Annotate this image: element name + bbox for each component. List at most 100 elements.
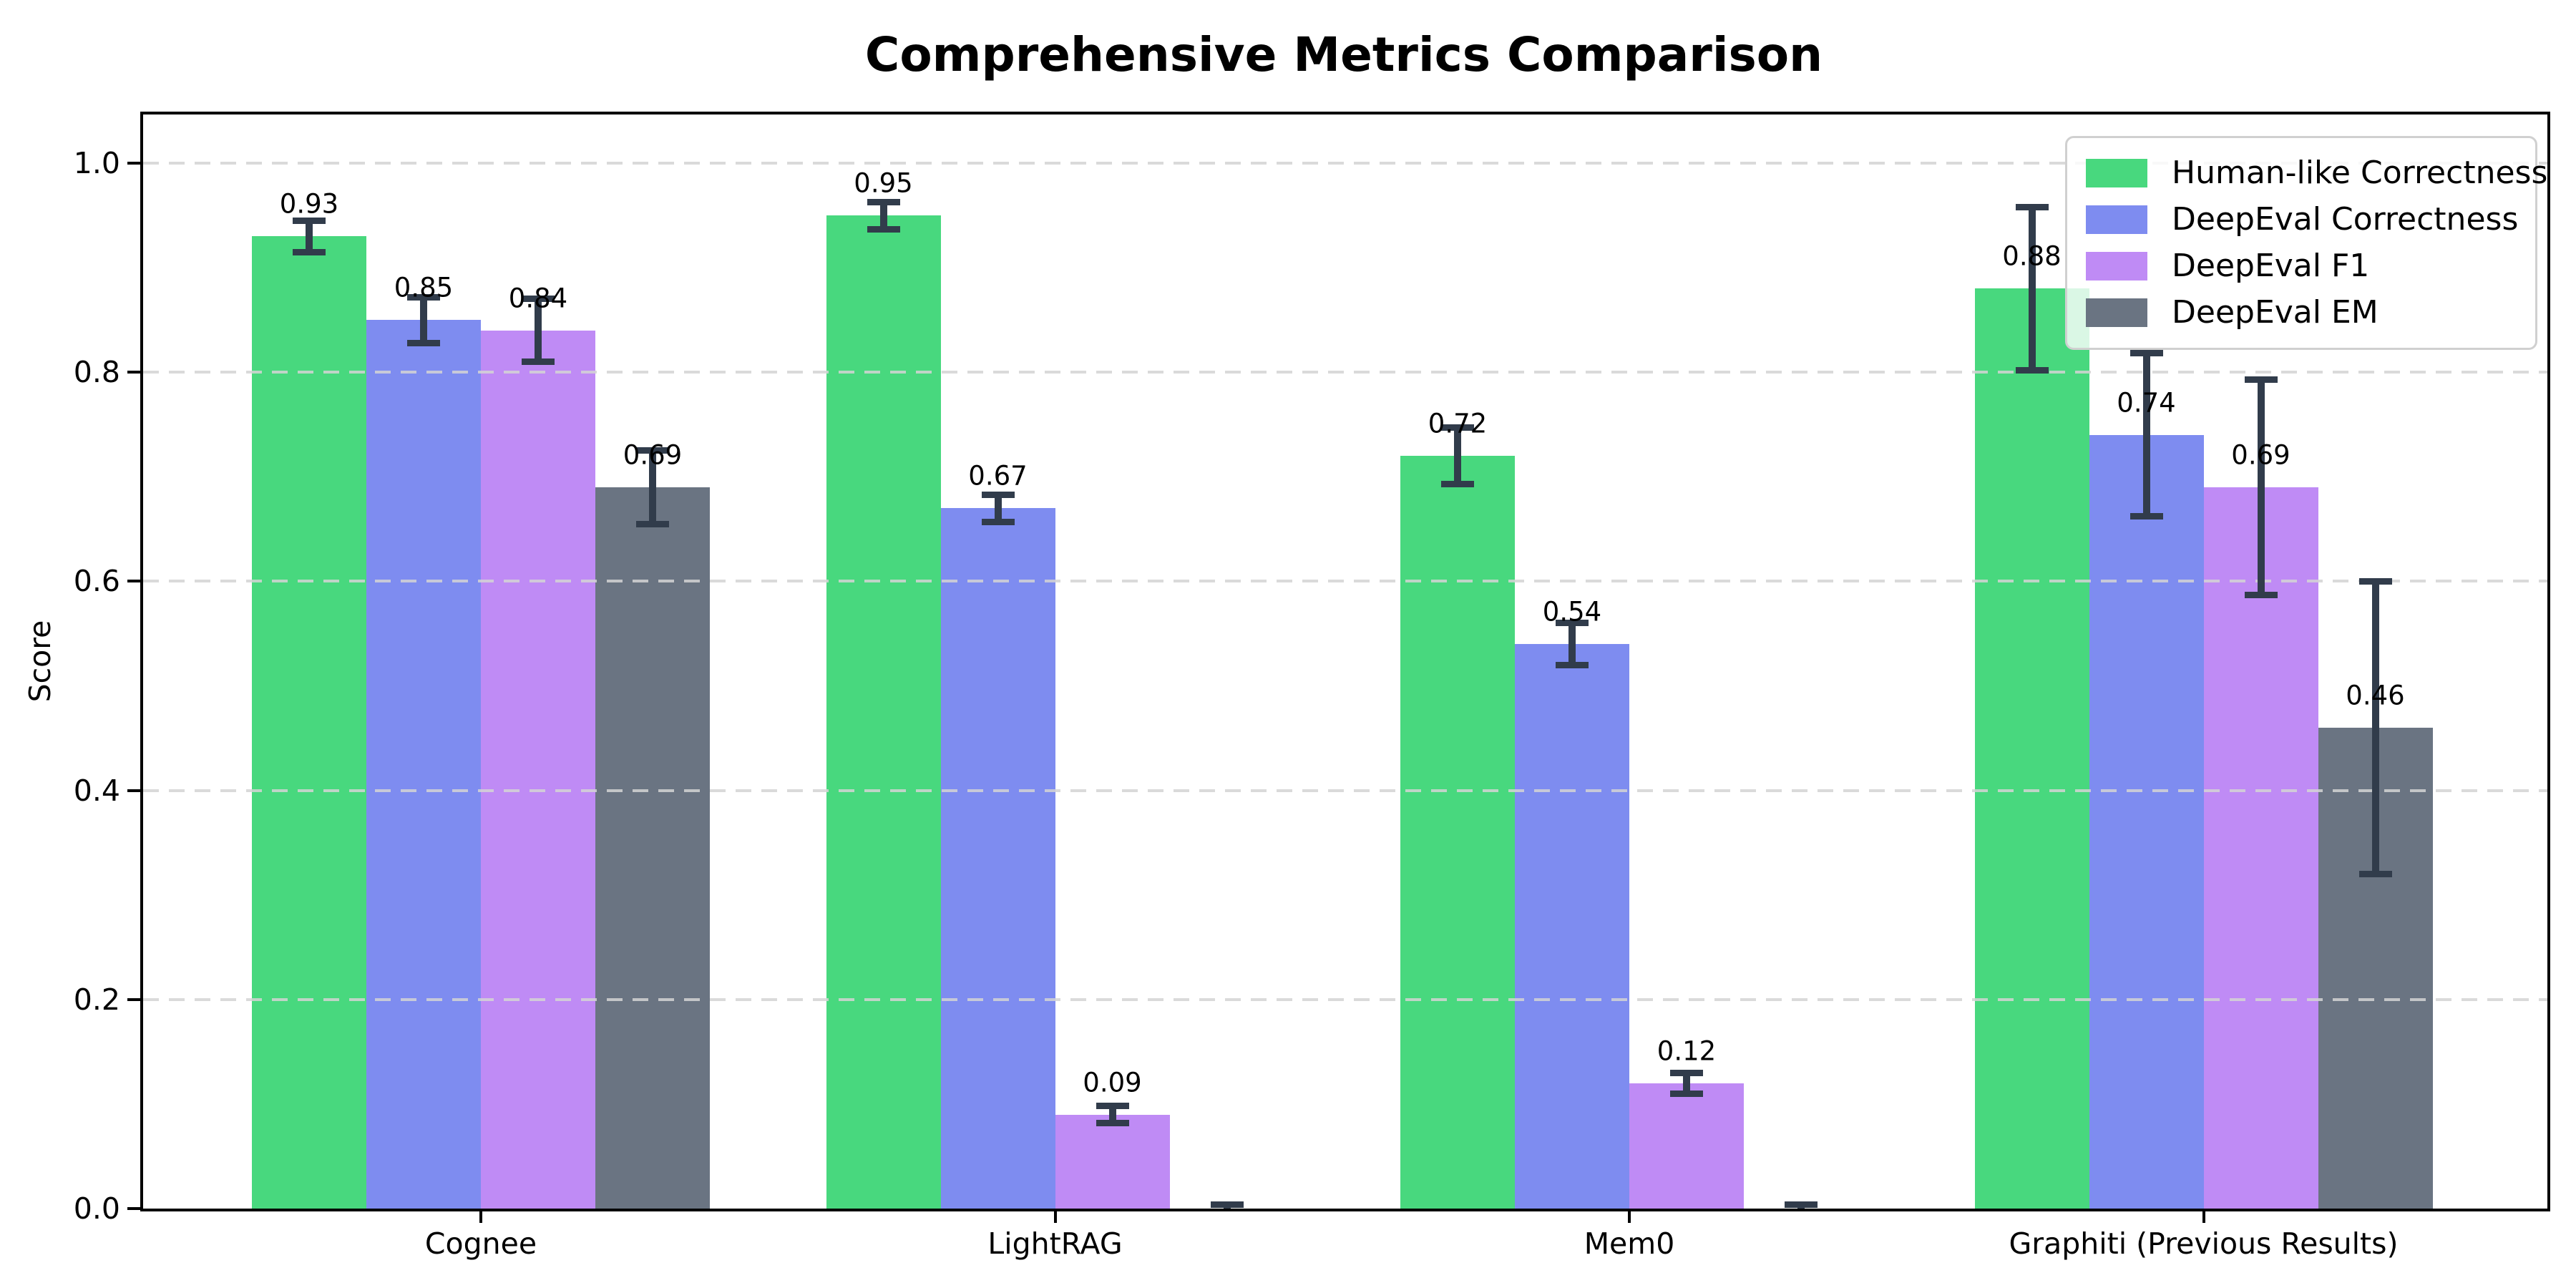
error-cap-bottom: [293, 248, 326, 255]
x-tick-label-0: Cognee: [424, 1226, 537, 1261]
error-cap-top: [1096, 1103, 1129, 1110]
legend-row: Human-like Correctness: [2086, 157, 2547, 189]
legend-swatch-icon: [2086, 298, 2147, 328]
bar-value-label: 0.54: [1542, 596, 1602, 628]
legend-label: DeepEval EM: [2172, 294, 2379, 331]
y-tick: [127, 371, 142, 374]
error-cap-top: [981, 491, 1015, 498]
error-cap-top: [2015, 203, 2049, 210]
error-cap-bottom: [2129, 513, 2163, 520]
y-tick: [127, 580, 142, 583]
y-tick-label: 1.0: [73, 146, 120, 180]
bar-deepeval-em-0: [595, 487, 710, 1209]
error-bar: [1683, 1073, 1690, 1094]
error-cap-top: [2129, 350, 2163, 357]
x-tick: [2202, 1210, 2205, 1223]
error-bar: [2028, 207, 2036, 371]
legend-swatch-icon: [2086, 158, 2147, 187]
error-bar: [994, 494, 1002, 522]
y-tick: [127, 1207, 142, 1210]
error-cap-bottom: [636, 520, 669, 527]
error-cap-bottom: [2244, 591, 2278, 598]
gridline-y-0.8: [143, 371, 2547, 374]
y-axis-label: Score: [23, 620, 57, 703]
error-cap-top: [522, 296, 555, 303]
chart-title: Comprehensive Metrics Comparison: [864, 27, 1823, 82]
error-cap-top: [1441, 424, 1474, 431]
legend-swatch-icon: [2086, 252, 2147, 281]
error-bar: [879, 202, 887, 230]
error-bar: [2142, 353, 2150, 517]
error-cap-bottom: [2358, 870, 2392, 877]
y-tick: [127, 997, 142, 1001]
x-tick-label-2: Mem0: [1584, 1226, 1675, 1261]
error-cap-top: [2244, 376, 2278, 383]
bar-value-label: 0.85: [394, 272, 454, 303]
error-cap-bottom: [407, 339, 440, 346]
bar-value-label: 0.69: [2231, 439, 2290, 471]
legend-swatch-icon: [2086, 205, 2147, 234]
bar-value-label: 0.46: [2346, 680, 2405, 711]
error-cap-bottom: [1556, 661, 1589, 668]
bar-value-label: 0.88: [2002, 240, 2062, 272]
bar-value-label: 0.72: [1428, 408, 1488, 439]
bar-value-label: 0.74: [2117, 387, 2176, 419]
legend-row: DeepEval F1: [2086, 250, 2517, 282]
error-cap-bottom: [1441, 481, 1474, 488]
error-bar: [306, 220, 313, 253]
bar-deepeval-correctness-3: [2089, 434, 2204, 1209]
legend-label: Human-like Correctness: [2172, 154, 2548, 191]
y-tick-label: 0.4: [73, 773, 120, 808]
y-tick-label: 0.0: [73, 1191, 120, 1226]
error-cap-top: [1670, 1069, 1703, 1076]
x-tick-label-3: Graphiti (Previous Results): [2009, 1226, 2399, 1261]
bar-value-label: 0.09: [1083, 1067, 1142, 1098]
bar-value-label: 0.12: [1657, 1035, 1717, 1067]
legend-row: DeepEval EM: [2086, 297, 2517, 328]
bar-deepeval-f1-2: [1629, 1083, 1744, 1209]
bar-value-label: 0.67: [968, 460, 1028, 492]
x-tick: [1628, 1210, 1631, 1223]
bar-deepeval-correctness-1: [940, 508, 1055, 1209]
y-tick-label: 0.2: [73, 982, 120, 1017]
error-bar: [649, 450, 656, 525]
error-cap-bottom: [1096, 1119, 1129, 1126]
bar-value-label: 0.93: [279, 188, 339, 220]
error-cap-bottom: [981, 518, 1015, 525]
error-cap-bottom: [1785, 1209, 1818, 1211]
legend: Human-like Correctness DeepEval Correctne…: [2065, 136, 2547, 350]
error-bar: [1568, 623, 1576, 665]
bar-deepeval-correctness-0: [366, 320, 481, 1209]
legend-row: DeepEval Correctness: [2086, 203, 2518, 235]
x-tick: [1053, 1210, 1057, 1223]
gridline-y-0.6: [143, 580, 2547, 583]
legend-label: DeepEval F1: [2172, 248, 2370, 285]
error-cap-top: [636, 447, 669, 454]
error-cap-bottom: [2015, 366, 2049, 374]
error-cap-top: [1785, 1201, 1818, 1208]
gridline-y-0.4: [143, 789, 2547, 792]
error-bar: [2371, 581, 2379, 874]
bar-deepeval-f1-1: [1055, 1114, 1170, 1209]
error-bar: [1454, 427, 1461, 484]
error-bar: [2257, 379, 2265, 595]
error-cap-top: [1556, 620, 1589, 627]
error-cap-top: [1210, 1201, 1244, 1208]
bar-deepeval-correctness-2: [1515, 644, 1629, 1209]
bar-human-like-correctness-1: [826, 215, 941, 1209]
bar-value-label: 0.95: [854, 167, 913, 199]
bar-value-label: 0.69: [623, 439, 683, 471]
error-bar: [535, 298, 542, 362]
error-cap-bottom: [1211, 1209, 1244, 1211]
y-tick-label: 0.6: [73, 564, 120, 599]
error-cap-top: [293, 217, 326, 224]
error-cap-bottom: [522, 358, 555, 366]
bar-deepeval-f1-0: [481, 330, 595, 1209]
x-tick: [479, 1210, 482, 1223]
bar-human-like-correctness-0: [252, 236, 366, 1209]
error-cap-bottom: [1670, 1090, 1703, 1097]
error-bar: [1108, 1106, 1116, 1123]
gridline-y-1.0: [143, 162, 2547, 165]
error-bar: [420, 297, 427, 343]
